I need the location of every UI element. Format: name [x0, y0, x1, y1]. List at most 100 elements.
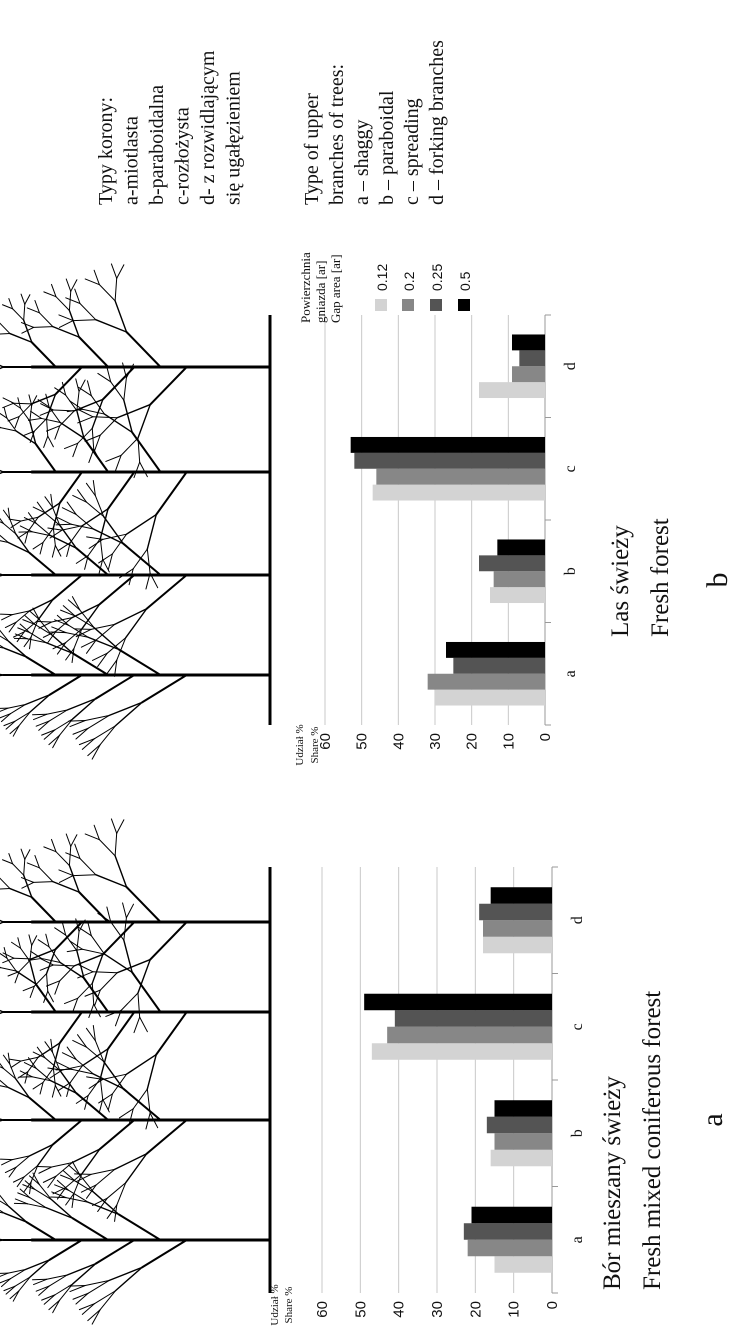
legend-swatch	[458, 299, 470, 311]
tree-branch	[46, 1208, 72, 1218]
crown-type-pl: b-paraboidalna	[146, 85, 168, 205]
tree-branch	[100, 418, 117, 435]
tree-branch	[55, 922, 82, 949]
tree-branch	[61, 610, 75, 616]
tree-branch	[150, 922, 186, 960]
tree-branch	[73, 699, 96, 719]
tree-branch	[48, 436, 54, 447]
tree-branch	[0, 359, 3, 367]
tree-branch	[69, 291, 70, 310]
bar	[351, 437, 545, 453]
tree-branch	[100, 539, 102, 560]
tree-branch	[96, 1240, 135, 1264]
x-tick-label: a	[562, 670, 579, 677]
tree-branch	[11, 1061, 21, 1068]
tree-branch	[1, 1279, 10, 1287]
bar	[497, 539, 545, 555]
tree-branch	[140, 1017, 148, 1032]
tree-branch	[51, 1200, 72, 1219]
tree-branch	[14, 403, 32, 404]
chart-title: Bór mieszany świeży	[599, 1076, 626, 1290]
x-tick-label: b	[562, 567, 579, 575]
tree-branch	[5, 1213, 27, 1222]
y-axis-label: Udział %	[294, 724, 306, 765]
tree-branch	[79, 1304, 94, 1310]
tree-branch	[60, 719, 73, 735]
tree-branch	[59, 321, 73, 328]
tree-branch	[109, 1267, 142, 1280]
tree-branch	[138, 405, 150, 438]
tree-branch	[0, 575, 3, 580]
tree-branch	[34, 882, 53, 883]
tree-branch	[100, 575, 135, 604]
y-tick-label: 40	[391, 1301, 408, 1318]
crown-type-pl: Typy korony:	[95, 97, 117, 205]
tree-branch	[66, 279, 71, 291]
legend-swatch	[402, 299, 414, 311]
tree-branch	[117, 405, 150, 418]
tree-branch	[24, 859, 25, 875]
tree-branch	[115, 856, 126, 887]
tree-branch	[39, 868, 52, 882]
bar	[487, 1117, 552, 1134]
tree-branch	[34, 974, 46, 987]
tree-branch	[24, 304, 25, 320]
legend-title: gniazda [ar]	[313, 261, 328, 323]
tree-branch	[123, 544, 160, 575]
tree-branch	[103, 922, 135, 954]
tree-branch	[76, 379, 79, 392]
tree-branch	[32, 936, 37, 946]
crown-type-pl: d- z rozwidlającym	[197, 50, 219, 205]
tree-branch	[0, 1279, 10, 1283]
x-tick-label: c	[562, 465, 579, 472]
tree-branch	[29, 553, 55, 575]
bar	[468, 1240, 552, 1257]
bar	[372, 1043, 552, 1060]
tree-branch	[44, 1295, 55, 1304]
tree-branch	[79, 739, 94, 745]
tree-branch	[26, 657, 55, 675]
bar	[483, 920, 552, 937]
tree-branch	[142, 1240, 187, 1267]
tree-branch	[21, 878, 33, 883]
tree-branch	[47, 419, 48, 437]
chart-subtitle: Fresh mixed coniferous forest	[639, 991, 666, 1290]
tree-branch	[72, 597, 79, 610]
tree-branch	[123, 903, 127, 918]
tree-branch	[95, 726, 116, 739]
tree-branch	[0, 367, 3, 375]
tree-branch	[53, 735, 60, 747]
tree-branch	[73, 728, 88, 734]
bar	[387, 1027, 552, 1044]
bar	[373, 485, 545, 501]
bar	[490, 587, 545, 603]
tree-branch	[73, 653, 109, 675]
tree	[0, 1162, 270, 1325]
tree-branch	[10, 726, 19, 734]
tree-branch	[132, 972, 160, 1012]
y-tick-label: 0	[537, 733, 554, 741]
tree-branch	[73, 1264, 96, 1284]
bar	[364, 994, 552, 1011]
tree-branch	[0, 570, 3, 575]
tree-branch	[60, 966, 75, 981]
tree-branch	[108, 472, 134, 509]
tree-branch	[33, 1279, 47, 1280]
tree-branch	[39, 721, 50, 730]
tree-branch	[0, 1012, 3, 1019]
tree-branch	[0, 1237, 3, 1240]
legend-title: Powierzchnia	[298, 252, 313, 323]
tree-branch	[39, 1185, 51, 1200]
tree-branch	[14, 958, 32, 959]
tree-branch	[103, 367, 135, 399]
tree-branch	[108, 1012, 134, 1049]
legend-title: Gap area [ar]	[328, 254, 343, 323]
tree-branch	[34, 327, 53, 328]
bar	[512, 366, 545, 382]
bar	[479, 382, 545, 398]
tree-branch	[18, 1193, 30, 1198]
tree-branch	[124, 378, 127, 400]
legend-label: 0.25	[429, 264, 445, 291]
tree-branch	[13, 309, 24, 320]
tree-branch	[40, 965, 53, 970]
